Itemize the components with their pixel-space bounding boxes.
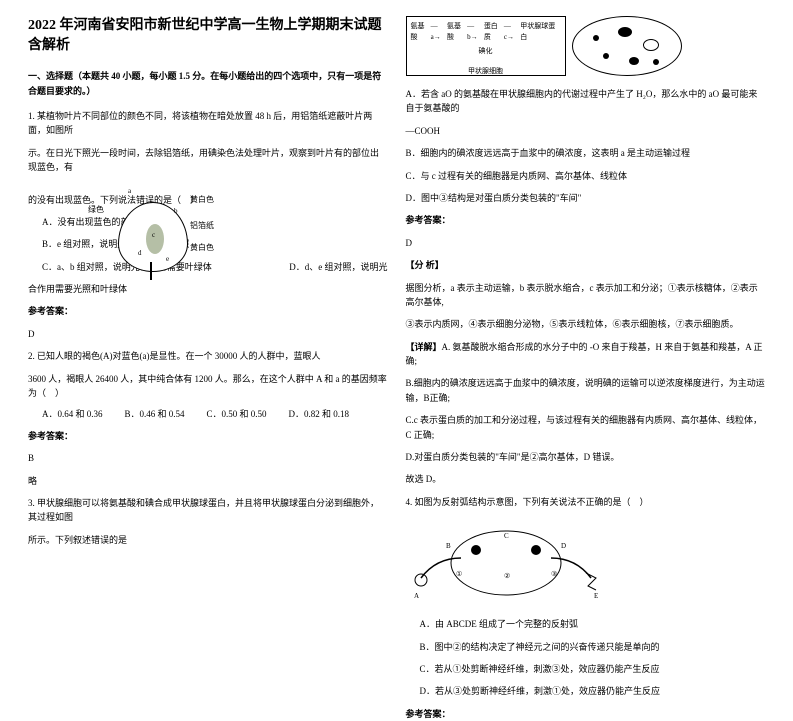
leaf-pt-a: a (128, 186, 131, 197)
leaf-pt-c: c (152, 230, 155, 241)
q3-analysis1: 据图分析，a 表示主动运输，b 表示脱水缩合，c 表示加工和分泌；①表示核糖体，… (406, 281, 766, 310)
q3-answer: D (406, 236, 766, 250)
q3-detail-label: 【详解】 (406, 342, 442, 352)
page-title: 2022 年河南省安阳市新世纪中学高一生物上学期期末试题含解析 (28, 16, 388, 55)
q3-optB: B．细胞内的碘浓度远远高于血浆中的碘浓度，这表明 a 是主动运输过程 (406, 146, 766, 160)
right-column: 氨基酸 —a→ 氨基酸 —b→ 蛋白质 —c→ 甲状腺球蛋白 碘化 甲状腺细胞 (406, 16, 766, 545)
leaf-stem (150, 262, 152, 280)
flow-arrow-c: —c→ (504, 21, 520, 43)
q1-optD-cont: 合作用需要光照和叶绿体 (28, 282, 388, 296)
svg-text:B: B (446, 542, 451, 550)
fig-label-foil: 铝箔纸 (190, 220, 214, 233)
q1-optA: A．没有出现蓝色的部位是 a、c、e (42, 215, 388, 229)
q2-answer-label: 参考答案： (28, 429, 388, 443)
q3-detailB: B.细胞内的碘浓度远远高于血浆中的碘浓度，说明碘的运输可以逆浓度梯度进行，为主动… (406, 376, 766, 405)
q3-optA: A．若含 aO 的氨基酸在甲状腺细胞内的代谢过程中产生了 H₂O，那么水中的 a… (406, 87, 766, 116)
flow-n3: 蛋白质 (484, 21, 504, 43)
left-column: 2022 年河南省安阳市新世纪中学高一生物上学期期末试题含解析 一、选择题（本题… (28, 16, 388, 545)
q4-stem: 4. 如图为反射弧结构示意图，下列有关说法不正确的是（ ） (406, 495, 766, 509)
q4-figure: A B C D E ① ② ③ (406, 518, 606, 608)
flow-n4: 甲状腺球蛋白 (520, 21, 560, 43)
section-heading: 一、选择题（本题共 40 小题，每小题 1.5 分。在每小题给出的四个选项中，只… (28, 69, 388, 98)
organelle-4 (603, 53, 609, 59)
q3-analysis-label: 【分 析】 (406, 258, 766, 272)
q3-conclude: 故选 D。 (406, 472, 766, 486)
reflex-arc-svg: A B C D E ① ② ③ (406, 518, 606, 608)
svg-text:②: ② (504, 572, 510, 580)
fig-label-green: 绿色 (88, 204, 104, 217)
organelle-5 (629, 57, 639, 65)
q3-figures: 氨基酸 —a→ 氨基酸 —b→ 蛋白质 —c→ 甲状腺球蛋白 碘化 甲状腺细胞 (406, 16, 766, 76)
exam-page: 2022 年河南省安阳市新世纪中学高一生物上学期期末试题含解析 一、选择题（本题… (0, 0, 793, 561)
organelle-6 (653, 59, 659, 65)
q3-optA-cont: —COOH (406, 124, 766, 138)
q4-optB: B．图中②的结构决定了神经元之间的兴奋传递只能是单向的 (420, 640, 766, 654)
q3-flowchart: 氨基酸 —a→ 氨基酸 —b→ 蛋白质 —c→ 甲状腺球蛋白 碘化 甲状腺细胞 (406, 16, 566, 76)
fig-label-yellow2: 黄白色 (190, 242, 214, 255)
q1-answer: D (28, 327, 388, 341)
q3-optD: D．图中③结构是对蛋白质分类包装的"车间" (406, 191, 766, 205)
q4-optA: A．由 ABCDE 组成了一个完整的反射弧 (420, 617, 766, 631)
svg-text:A: A (414, 592, 419, 600)
svg-text:D: D (561, 542, 566, 550)
q3-stem-line2: 所示。下列叙述错误的是 (28, 533, 388, 547)
q2-stem-line1: 2. 已知人眼的褐色(A)对蓝色(a)是显性。在一个 30000 人的人群中，蓝… (28, 349, 388, 363)
svg-text:③: ③ (551, 570, 557, 578)
q3-detailA: A. 氨基酸脱水缩合形成的水分子中的 -O 来自于羧基，H 来自于氨基和羧基，A… (406, 342, 763, 366)
q1-optD: D．d、e 组对照，说明光 (289, 260, 387, 274)
q2-answer: B (28, 451, 388, 465)
q3-detailC: C.c 表示蛋白质的加工和分泌过程，与该过程有关的细胞器有内质网、高尔基体、线粒… (406, 413, 766, 442)
q3-detailD: D.对蛋白质分类包装的"车间"是②高尔基体，D 错误。 (406, 450, 766, 464)
organelle-3 (643, 39, 659, 51)
q1-stem-line2: 示。在日光下照光一段时间，去除铝箔纸，用碘染色法处理叶片，观察到叶片有的部位出现… (28, 146, 388, 175)
q2-optC: C．0.50 和 0.50 (207, 407, 267, 421)
q1-stem-line1: 1. 某植物叶片不同部位的颜色不同，将该植物在暗处放置 48 h 后，用铝箔纸遮… (28, 109, 388, 138)
organelle-1 (593, 35, 599, 41)
q3-stem-line1: 3. 甲状腺细胞可以将氨基酸和碘合成甲状腺球蛋白，并且将甲状腺球蛋白分泌到细胞外… (28, 496, 388, 525)
leaf-pt-e: e (166, 254, 169, 265)
q1-optB: B．e 组对照，说明光合作用需要光照 (42, 237, 388, 251)
organelle-2 (618, 27, 632, 37)
q2-stem-line2: 3600 人，褐眼人 26400 人，其中纯合体有 1200 人。那么，在这个人… (28, 372, 388, 401)
svg-text:C: C (504, 532, 509, 540)
q4-answer-label: 参考答案： (406, 707, 766, 721)
q3-optC: C．与 c 过程有关的细胞器是内质网、高尔基体、线粒体 (406, 169, 766, 183)
flow-arrow-a: —a→ (431, 21, 447, 43)
q2-explain: 略 (28, 474, 388, 488)
flow-label-b: 碘化 (479, 47, 493, 55)
q2-optD: D．0.82 和 0.18 (289, 407, 350, 421)
q3-analysis2: ③表示内质网，④表示细胞分泌物，⑤表示线粒体，⑥表示细胞核，⑦表示细胞质。 (406, 317, 766, 331)
q3-cell-diagram (572, 16, 682, 76)
q4-optD: D．若从③处剪断神经纤维，刺激①处，效应器仍能产生反应 (420, 684, 766, 698)
q2-optB: B．0.46 和 0.54 (125, 407, 185, 421)
svg-text:①: ① (456, 570, 462, 578)
q3-answer-label: 参考答案： (406, 213, 766, 227)
q4-optC: C．若从①处剪断神经纤维，刺激③处，效应器仍能产生反应 (420, 662, 766, 676)
flow-n2: 氨基酸 (447, 21, 467, 43)
fig-label-yellow1: 黄白色 (190, 194, 214, 207)
leaf-pt-d: d (138, 248, 142, 259)
q2-options-row: A．0.64 和 0.36 B．0.46 和 0.54 C．0.50 和 0.5… (42, 407, 388, 421)
flow-n1: 氨基酸 (411, 21, 431, 43)
q2-optA: A．0.64 和 0.36 (42, 407, 103, 421)
flow-arrow-b: —b→ (467, 21, 484, 43)
q1-answer-label: 参考答案： (28, 304, 388, 318)
leaf-pt-b: b (174, 206, 178, 217)
flow-n5: 甲状腺细胞 (468, 67, 503, 75)
svg-text:E: E (594, 592, 598, 600)
